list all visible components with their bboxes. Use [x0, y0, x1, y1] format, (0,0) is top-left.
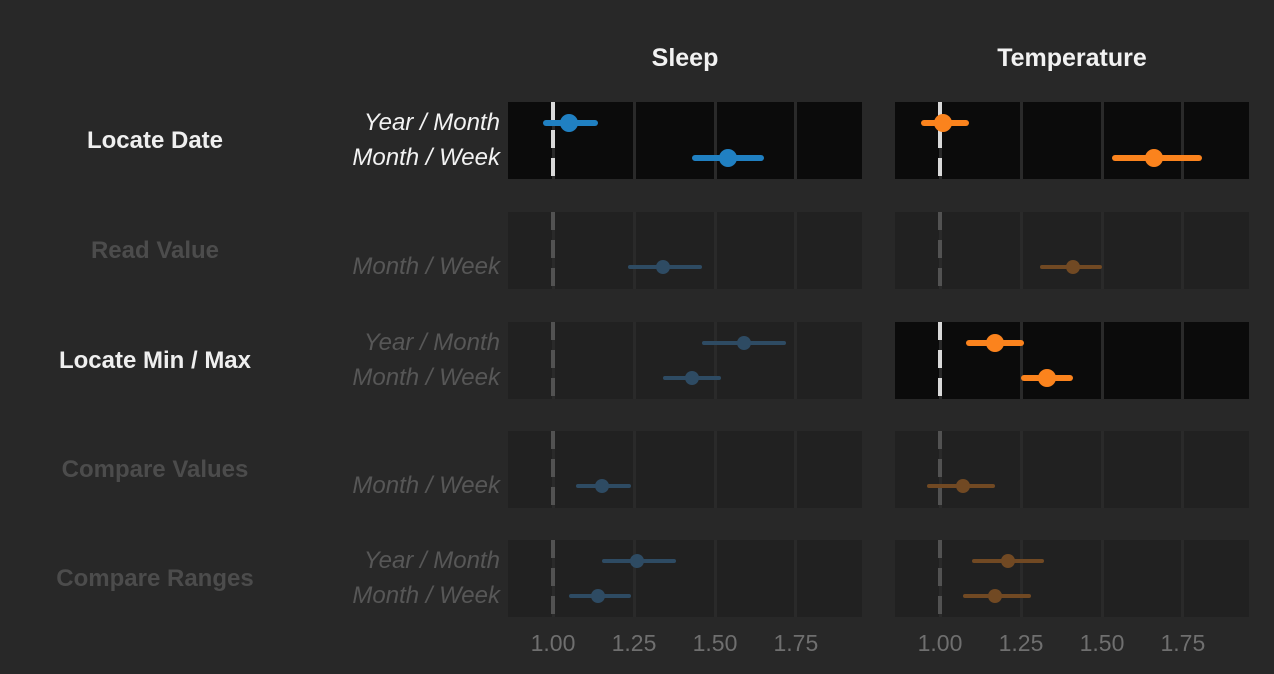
- granularity-label-month-week: Month / Week: [352, 144, 500, 172]
- task-label-locate-min-max: Locate Min / Max: [58, 347, 252, 374]
- gridline: [632, 102, 636, 179]
- gridline: [1100, 102, 1104, 179]
- reference-line: [938, 540, 942, 617]
- gridline: [713, 540, 717, 617]
- gridline: [1181, 102, 1185, 179]
- point-marker: [955, 479, 970, 494]
- granularity-label-month-week: Month / Week: [352, 472, 500, 500]
- gridline: [632, 431, 636, 508]
- x-tick-label-sleep-1.75: 1.75: [773, 630, 819, 656]
- point-marker: [656, 260, 671, 275]
- panel-temperature-compare-ranges: [895, 540, 1249, 617]
- gridline: [713, 102, 717, 179]
- gridline: [713, 212, 717, 289]
- reference-line: [551, 212, 555, 289]
- granularity-label-year-month: Year / Month: [363, 546, 500, 574]
- point-marker: [594, 479, 609, 494]
- gridline: [1019, 322, 1023, 399]
- panel-sleep-locate-min-max: [508, 322, 862, 399]
- x-tick-label-temperature-1.75: 1.75: [1160, 630, 1206, 656]
- point-marker: [718, 149, 737, 168]
- x-tick-label-sleep-1.50: 1.50: [692, 630, 738, 656]
- x-tick-label-sleep-1.25: 1.25: [611, 630, 657, 656]
- point-marker: [1065, 260, 1080, 275]
- gridline: [1019, 212, 1023, 289]
- granularity-label-year-month: Year / Month: [363, 328, 500, 356]
- gridline: [1100, 431, 1104, 508]
- x-tick-label-temperature-1.50: 1.50: [1079, 630, 1125, 656]
- reference-line: [551, 540, 555, 617]
- panel-sleep-compare-values: [508, 431, 862, 508]
- gridline: [713, 431, 717, 508]
- gridline: [794, 540, 798, 617]
- point-marker: [1001, 553, 1015, 568]
- column-header-temperature: Temperature: [997, 44, 1147, 72]
- reference-line: [551, 431, 555, 508]
- gridline: [794, 102, 798, 179]
- panel-sleep-compare-ranges: [508, 540, 862, 617]
- task-label-compare-values: Compare Values: [61, 456, 249, 483]
- reference-line: [551, 102, 555, 179]
- panel-sleep-locate-date: [508, 102, 862, 179]
- column-header-sleep: Sleep: [651, 44, 719, 72]
- gridline: [1181, 431, 1185, 508]
- gridline: [794, 322, 798, 399]
- gridline: [794, 212, 798, 289]
- gridline: [1100, 212, 1104, 289]
- panel-temperature-read-value: [895, 212, 1249, 289]
- point-marker: [1037, 369, 1056, 388]
- granularity-label-year-month: Year / Month: [363, 108, 500, 136]
- panel-temperature-locate-min-max: [895, 322, 1249, 399]
- gridline: [1181, 212, 1185, 289]
- gridline: [1181, 322, 1185, 399]
- granularity-label-month-week: Month / Week: [352, 253, 500, 281]
- task-label-compare-ranges: Compare Ranges: [56, 565, 254, 592]
- reference-line: [938, 102, 942, 179]
- gridline: [1019, 431, 1023, 508]
- panel-sleep-read-value: [508, 212, 862, 289]
- reference-line: [938, 431, 942, 508]
- gridline: [1100, 540, 1104, 617]
- gridline: [794, 431, 798, 508]
- x-tick-label-sleep-1.00: 1.00: [530, 630, 576, 656]
- gridline: [713, 322, 717, 399]
- point-marker: [988, 589, 1003, 604]
- gridline: [632, 212, 636, 289]
- x-tick-label-temperature-1.25: 1.25: [998, 630, 1044, 656]
- gridline: [632, 540, 636, 617]
- reference-line: [551, 322, 555, 399]
- point-marker: [630, 553, 645, 568]
- point-marker: [591, 589, 606, 604]
- panel-temperature-compare-values: [895, 431, 1249, 508]
- granularity-label-month-week: Month / Week: [352, 582, 500, 610]
- gridline: [1100, 322, 1104, 399]
- point-marker: [1144, 149, 1163, 168]
- point-marker: [934, 113, 953, 132]
- task-label-read-value: Read Value: [90, 237, 220, 264]
- point-marker: [560, 113, 579, 132]
- gridline: [632, 322, 636, 399]
- gridline: [1181, 540, 1185, 617]
- reference-line: [938, 322, 942, 399]
- granularity-label-month-week: Month / Week: [352, 364, 500, 392]
- gridline: [1019, 102, 1023, 179]
- x-tick-label-temperature-1.00: 1.00: [917, 630, 963, 656]
- gridline: [1019, 540, 1023, 617]
- panel-temperature-locate-date: [895, 102, 1249, 179]
- point-marker: [737, 335, 752, 350]
- reference-line: [938, 212, 942, 289]
- task-label-locate-date: Locate Date: [86, 127, 224, 154]
- point-marker: [685, 371, 700, 386]
- point-marker: [986, 333, 1005, 352]
